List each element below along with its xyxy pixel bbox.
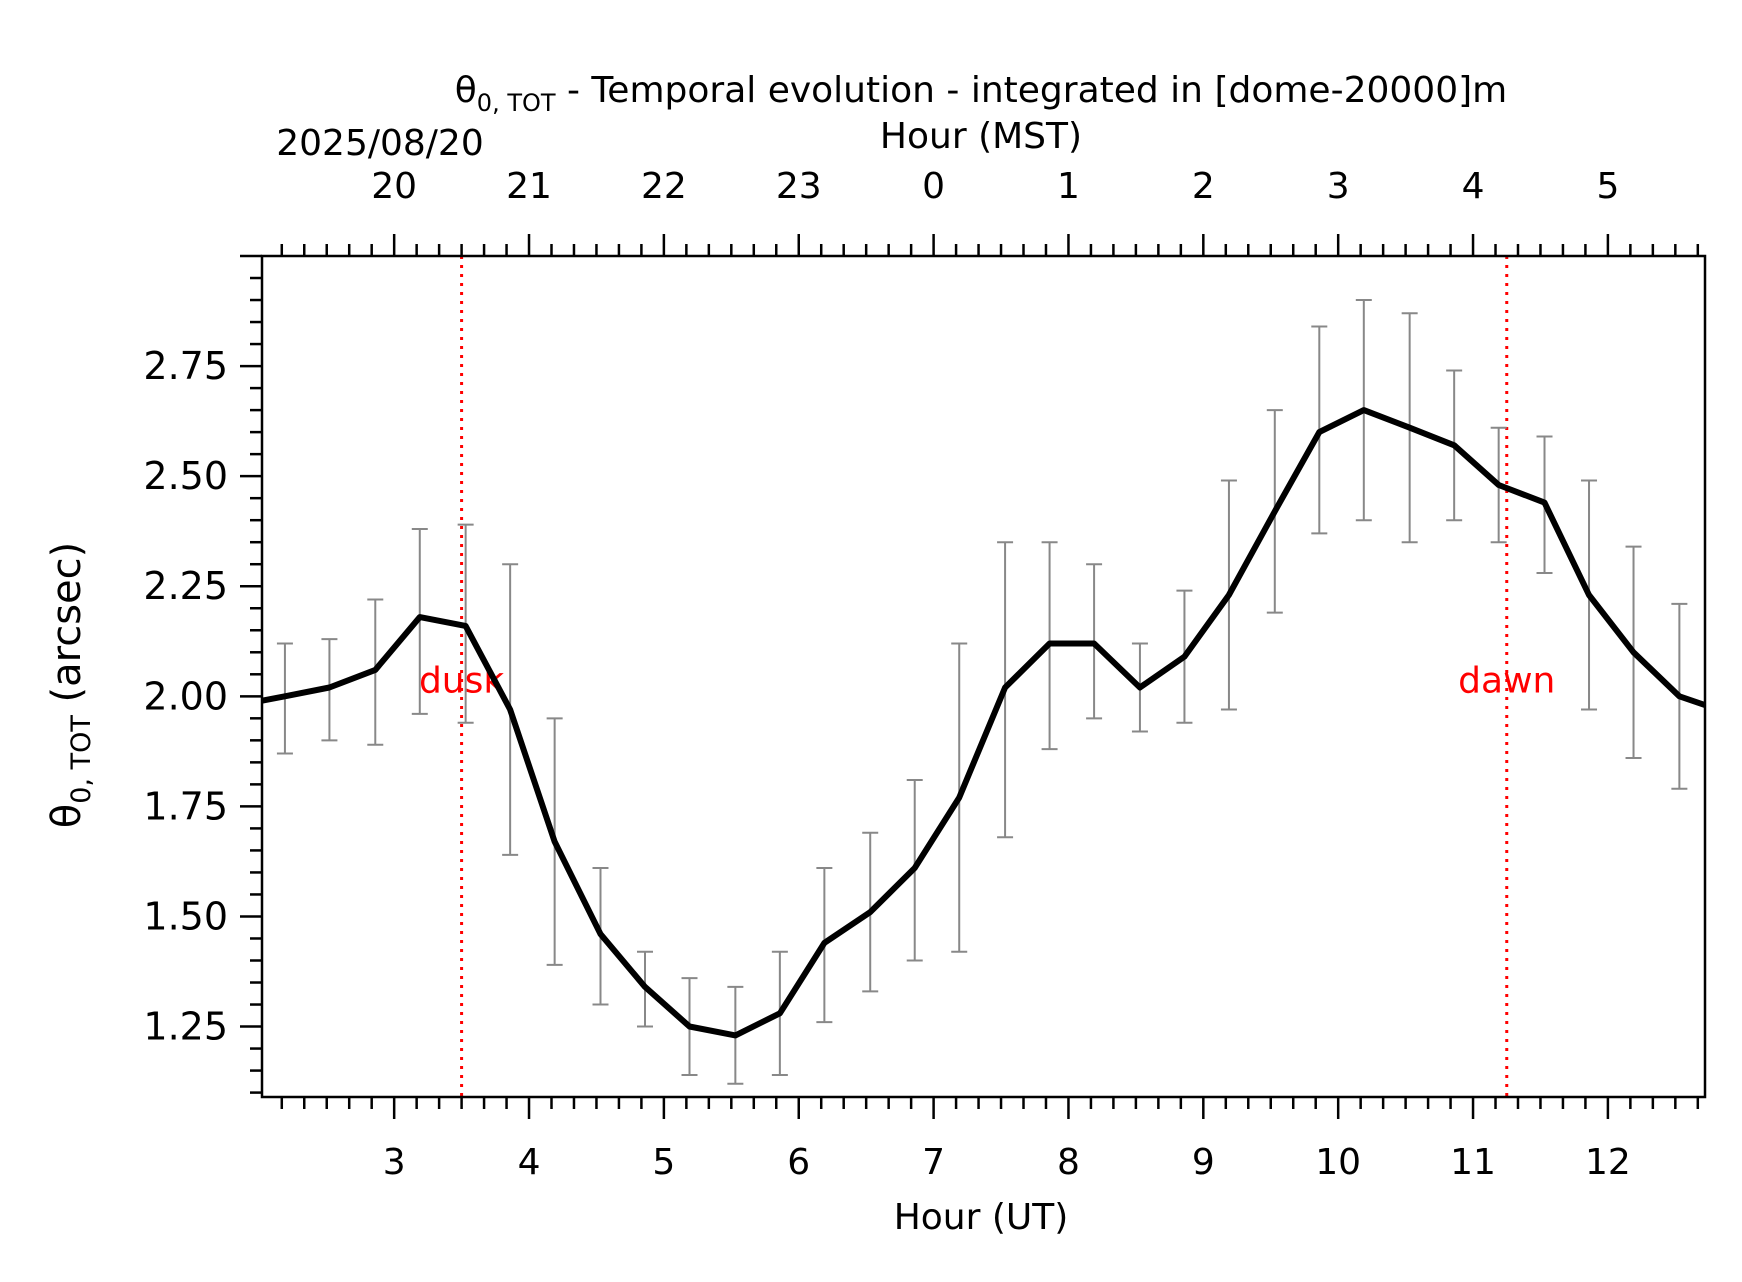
x-tick-label: 4 [518,1142,541,1183]
date-label: 2025/08/20 [276,123,484,164]
event-lines: dusk dawn [419,256,1555,1097]
dawn-label: dawn [1458,661,1555,702]
x-tick-label: 8 [1057,1142,1080,1183]
series-layer [261,407,1706,1039]
dusk-label: dusk [419,661,504,702]
x-tick-label: 10 [1315,1142,1361,1183]
top-tick-label: 22 [641,166,687,207]
y-tick-label: 2.75 [143,344,228,388]
chart-title: θ0, TOT - Temporal evolution - integrate… [455,70,1507,117]
y-tick-label: 2.00 [143,674,228,718]
x-tick-label: 7 [922,1142,945,1183]
top-tick-label: 5 [1596,166,1619,207]
top-tick-label: 23 [776,166,822,207]
x-tick-label: 6 [787,1142,810,1183]
title-subscript: 0, TOT [477,89,556,117]
y-axis-label: θ0, TOT (arcsec) [44,542,97,829]
x-tick-label: 12 [1585,1142,1631,1183]
x-tick-label: 11 [1450,1142,1496,1183]
y-tick-label: 2.50 [143,454,228,498]
y-tick-label: 2.25 [143,564,228,608]
x-tick-label: 3 [383,1142,406,1183]
top-tick-label: 4 [1462,166,1485,207]
x-tick-label: 9 [1192,1142,1215,1183]
y-label-subscript: 0, TOT [66,715,97,804]
top-tick-label: 3 [1327,166,1350,207]
y-tick-label: 1.50 [143,894,228,938]
theta-series-line [261,407,1706,1039]
top-tick-label: 20 [371,166,417,207]
plot-frame [260,254,1707,1099]
axis-ticks [240,234,1700,1119]
y-tick-label: 1.75 [143,784,228,828]
y-tick-label: 1.25 [143,1005,228,1049]
top-axis-label: Hour (MST) [880,116,1082,157]
top-tick-label: 21 [506,166,552,207]
top-tick-label: 0 [922,166,945,207]
x-tick-label: 5 [652,1142,675,1183]
top-tick-label: 1 [1057,166,1080,207]
x-axis-label: Hour (UT) [894,1197,1069,1238]
top-tick-label: 2 [1192,166,1215,207]
